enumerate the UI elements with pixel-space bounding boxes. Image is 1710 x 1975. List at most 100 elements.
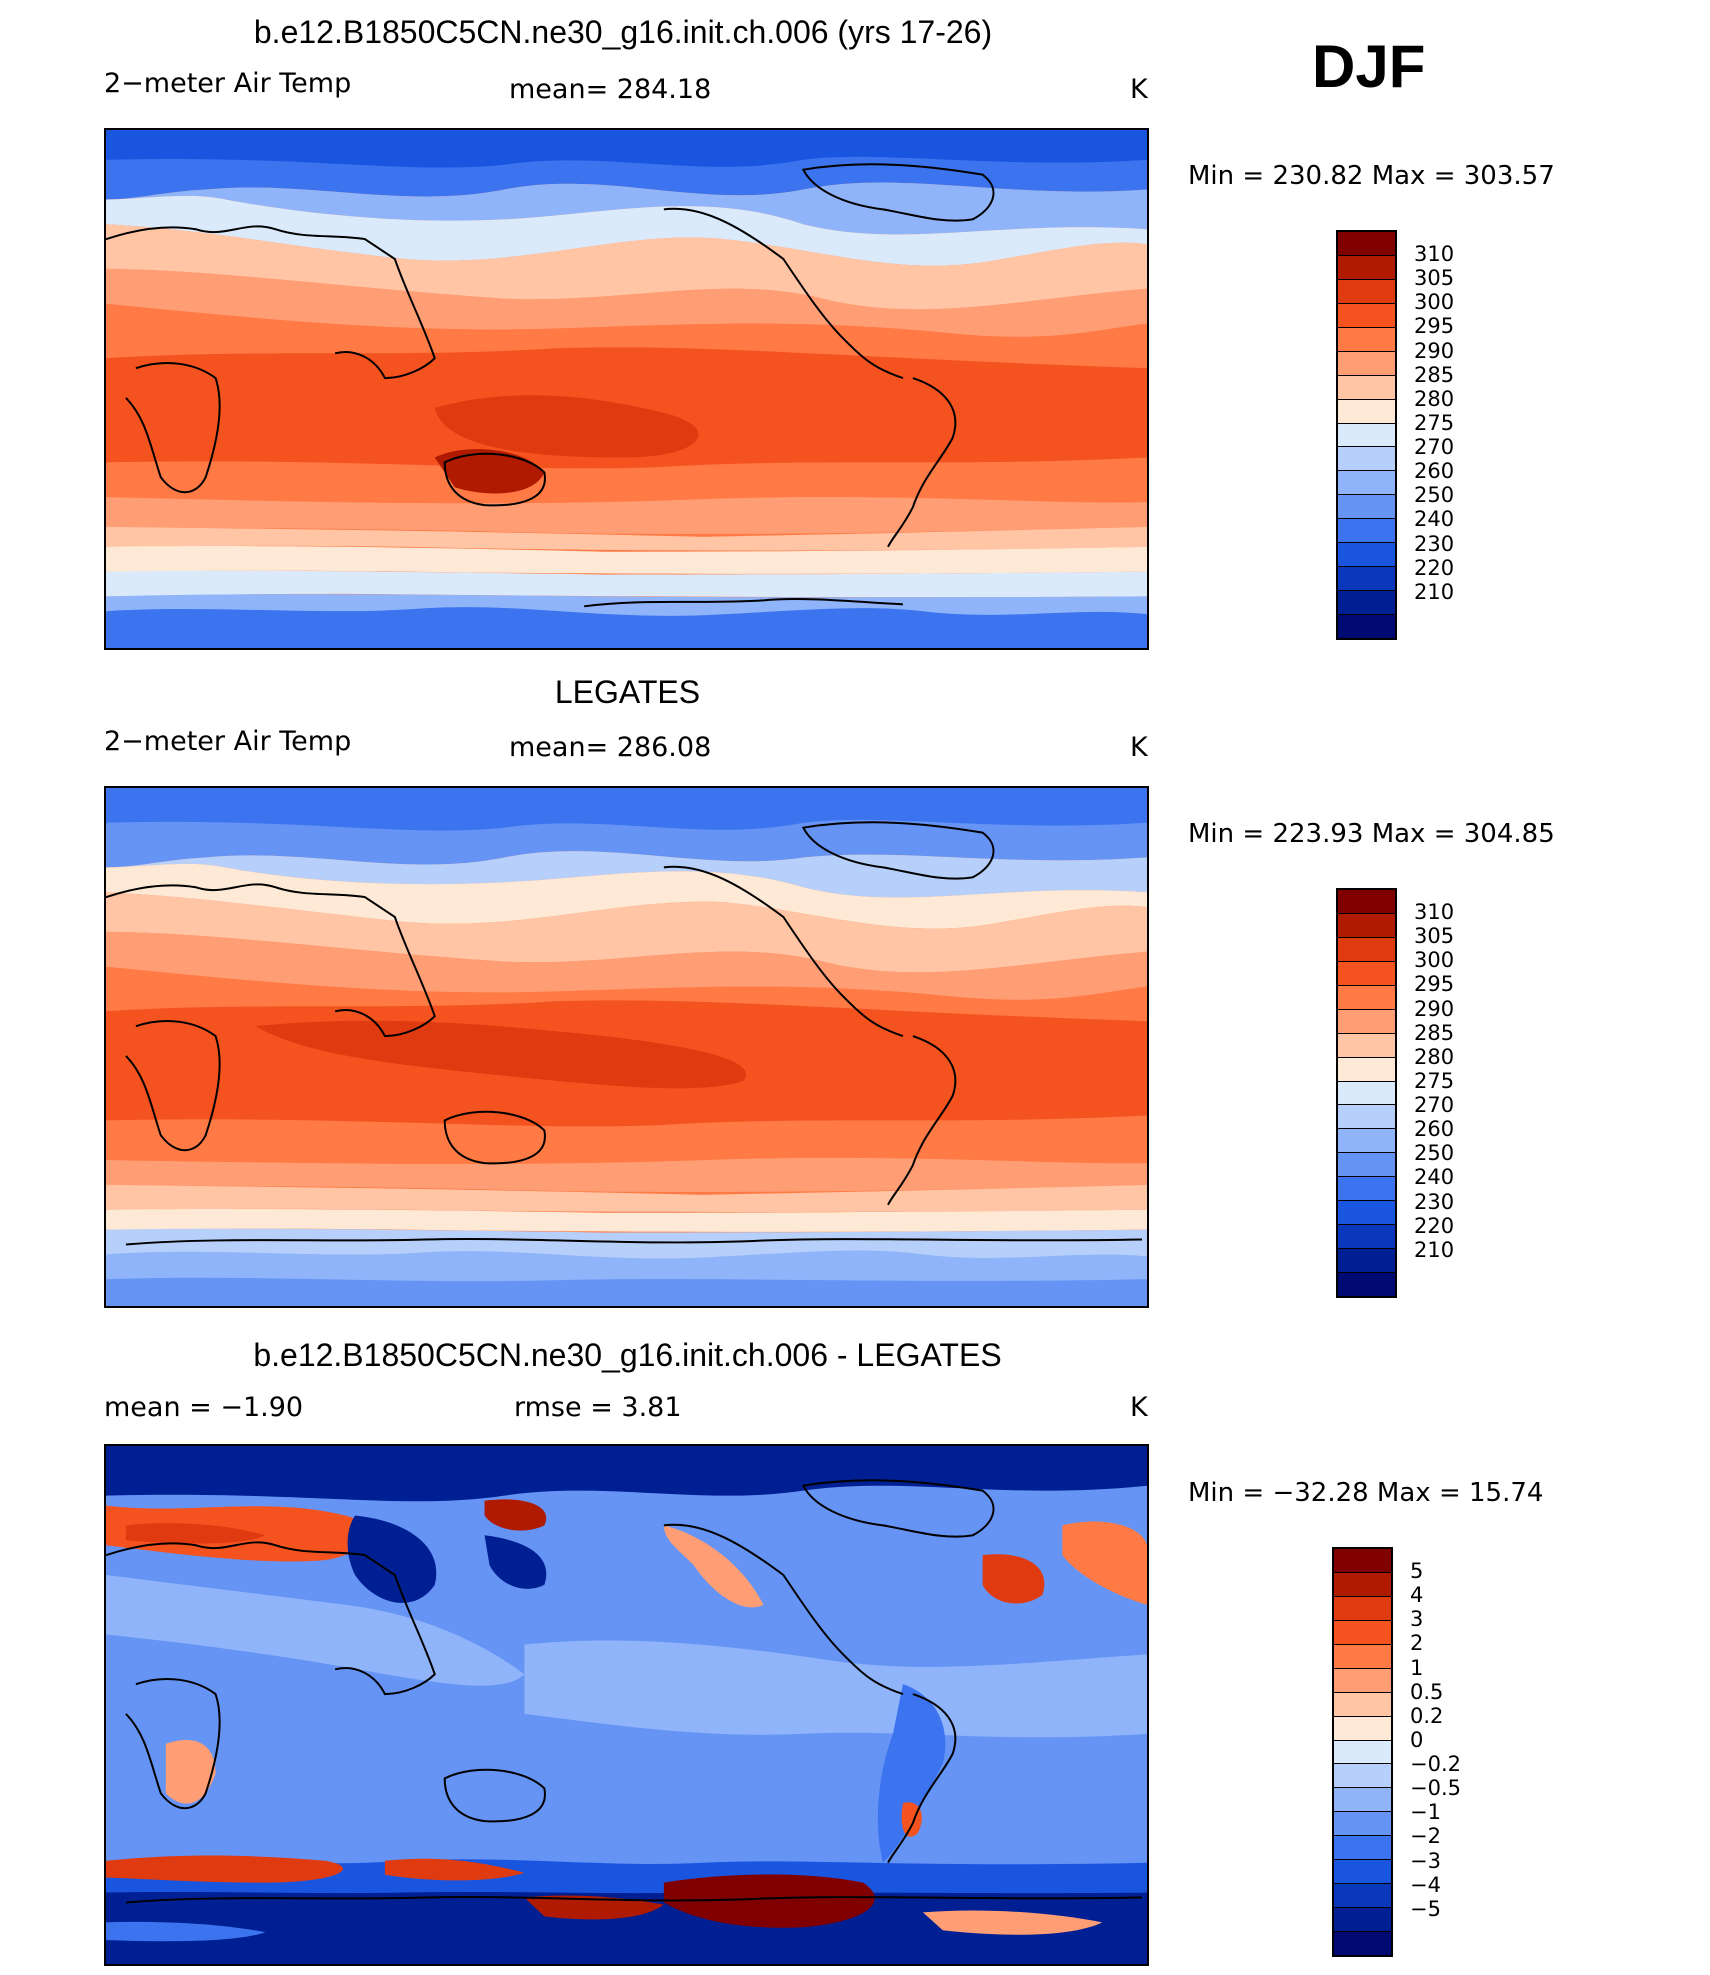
colorbar-tick-label: 210 <box>1414 579 1455 604</box>
colorbar-tick-label: 260 <box>1414 1117 1455 1142</box>
colorbar-tick-label: 275 <box>1414 410 1455 435</box>
colorbar-swatch <box>1334 1549 1391 1573</box>
colorbar-tick-label: 0.2 <box>1410 1703 1444 1728</box>
colorbar-swatch <box>1338 1249 1395 1273</box>
colorbar-swatch <box>1334 1620 1391 1645</box>
panel-1-units-label: K <box>1130 74 1148 105</box>
colorbar-tick-label: 240 <box>1414 507 1455 532</box>
colorbar-swatch <box>1338 1177 1395 1202</box>
colorbar-tick-label: −1 <box>1410 1800 1441 1825</box>
panel-1-variable-label: 2−meter Air Temp <box>104 68 352 99</box>
colorbar-swatch <box>1338 543 1395 568</box>
colorbar-swatch <box>1338 327 1395 352</box>
colorbar-swatch <box>1338 399 1395 424</box>
colorbar-tick-label: 290 <box>1414 338 1455 363</box>
colorbar-swatch <box>1338 255 1395 280</box>
colorbar-swatch <box>1338 375 1395 400</box>
colorbar-tick-label: 300 <box>1414 948 1455 973</box>
colorbar-swatch <box>1338 1225 1395 1250</box>
colorbar-swatch <box>1338 1129 1395 1154</box>
panel-3-rmse-label: rmse = 3.81 <box>514 1392 682 1423</box>
colorbar-swatch <box>1334 1716 1391 1741</box>
colorbar-tick-label: 275 <box>1414 1068 1455 1093</box>
colorbar-swatch <box>1338 279 1395 304</box>
panel-3-units-label: K <box>1130 1392 1148 1423</box>
colorbar-swatch <box>1334 1884 1391 1909</box>
colorbar-swatch <box>1334 1692 1391 1717</box>
colorbar-swatch <box>1338 615 1395 638</box>
colorbar-swatch <box>1338 1201 1395 1226</box>
colorbar-swatch <box>1334 1908 1391 1932</box>
colorbar-tick-label: 220 <box>1414 1213 1455 1238</box>
colorbar-swatch <box>1338 447 1395 472</box>
panel-2-units-label: K <box>1130 732 1148 763</box>
colorbar-tick-label: 310 <box>1414 242 1455 267</box>
colorbar-swatch <box>1334 1836 1391 1861</box>
colorbar-tick-label: 285 <box>1414 1020 1455 1045</box>
colorbar-tick-label: 1 <box>1410 1655 1424 1680</box>
colorbar-swatch <box>1338 1033 1395 1058</box>
colorbar-swatch <box>1338 471 1395 496</box>
colorbar-tick-label: 0.5 <box>1410 1679 1444 1704</box>
panel-1-colorbar <box>1336 230 1397 640</box>
panel-2-map <box>104 786 1149 1308</box>
colorbar-swatch <box>1338 1273 1395 1296</box>
panel-2-colorbar <box>1336 888 1397 1298</box>
colorbar-tick-label: 295 <box>1414 314 1455 339</box>
colorbar-swatch <box>1338 937 1395 962</box>
colorbar-tick-label: 230 <box>1414 531 1455 556</box>
panel-1-minmax: Min = 230.82 Max = 303.57 <box>1188 161 1555 191</box>
colorbar-tick-label: 230 <box>1414 1189 1455 1214</box>
colorbar-swatch <box>1334 1812 1391 1837</box>
colorbar-tick-label: 285 <box>1414 362 1455 387</box>
colorbar-swatch <box>1334 1596 1391 1621</box>
panel-2-map-field <box>106 788 1147 1306</box>
colorbar-swatch <box>1338 1081 1395 1106</box>
colorbar-tick-label: 4 <box>1410 1583 1424 1608</box>
colorbar-swatch <box>1338 1105 1395 1130</box>
colorbar-tick-label: 0 <box>1410 1727 1424 1752</box>
panel-3-mean-label: mean = −1.90 <box>104 1392 304 1423</box>
colorbar-tick-label: −0.2 <box>1410 1752 1461 1777</box>
colorbar-tick-label: −4 <box>1410 1872 1441 1897</box>
colorbar-swatch <box>1338 567 1395 592</box>
colorbar-tick-label: 2 <box>1410 1631 1424 1656</box>
panel-1-map-field <box>106 130 1147 648</box>
colorbar-swatch <box>1334 1572 1391 1597</box>
colorbar-tick-label: 260 <box>1414 459 1455 484</box>
colorbar-swatch <box>1338 303 1395 328</box>
colorbar-swatch <box>1334 1932 1391 1955</box>
colorbar-tick-label: 250 <box>1414 483 1455 508</box>
panel-1-mean-label: mean= 284.18 <box>509 74 712 105</box>
panel-3-minmax: Min = −32.28 Max = 15.74 <box>1188 1478 1544 1508</box>
colorbar-tick-label: 310 <box>1414 900 1455 925</box>
colorbar-tick-label: 270 <box>1414 435 1455 460</box>
colorbar-swatch <box>1334 1860 1391 1885</box>
panel-1-title: b.e12.B1850C5CN.ne30_g16.init.ch.006 (yr… <box>253 14 993 50</box>
colorbar-swatch <box>1334 1644 1391 1669</box>
colorbar-tick-label: 280 <box>1414 386 1455 411</box>
colorbar-tick-label: −2 <box>1410 1824 1441 1849</box>
colorbar-tick-label: 290 <box>1414 996 1455 1021</box>
colorbar-swatch <box>1338 1009 1395 1034</box>
colorbar-swatch <box>1338 519 1395 544</box>
colorbar-tick-label: 3 <box>1410 1607 1424 1632</box>
colorbar-swatch <box>1338 1057 1395 1082</box>
panel-2-variable-label: 2−meter Air Temp <box>104 726 352 757</box>
colorbar-tick-label: 295 <box>1414 972 1455 997</box>
colorbar-tick-label: 300 <box>1414 290 1455 315</box>
colorbar-tick-label: −0.5 <box>1410 1776 1461 1801</box>
colorbar-swatch <box>1338 913 1395 938</box>
panel-3-colorbar <box>1332 1547 1393 1957</box>
colorbar-swatch <box>1334 1788 1391 1813</box>
colorbar-tick-label: 305 <box>1414 924 1455 949</box>
colorbar-tick-label: −3 <box>1410 1848 1441 1873</box>
colorbar-tick-label: 220 <box>1414 555 1455 580</box>
colorbar-tick-label: 270 <box>1414 1093 1455 1118</box>
colorbar-tick-label: 5 <box>1410 1559 1424 1584</box>
colorbar-swatch <box>1338 232 1395 256</box>
panel-1-map <box>104 128 1149 650</box>
panel-3-map-field <box>106 1446 1147 1964</box>
colorbar-tick-label: 210 <box>1414 1237 1455 1262</box>
colorbar-tick-label: 240 <box>1414 1165 1455 1190</box>
